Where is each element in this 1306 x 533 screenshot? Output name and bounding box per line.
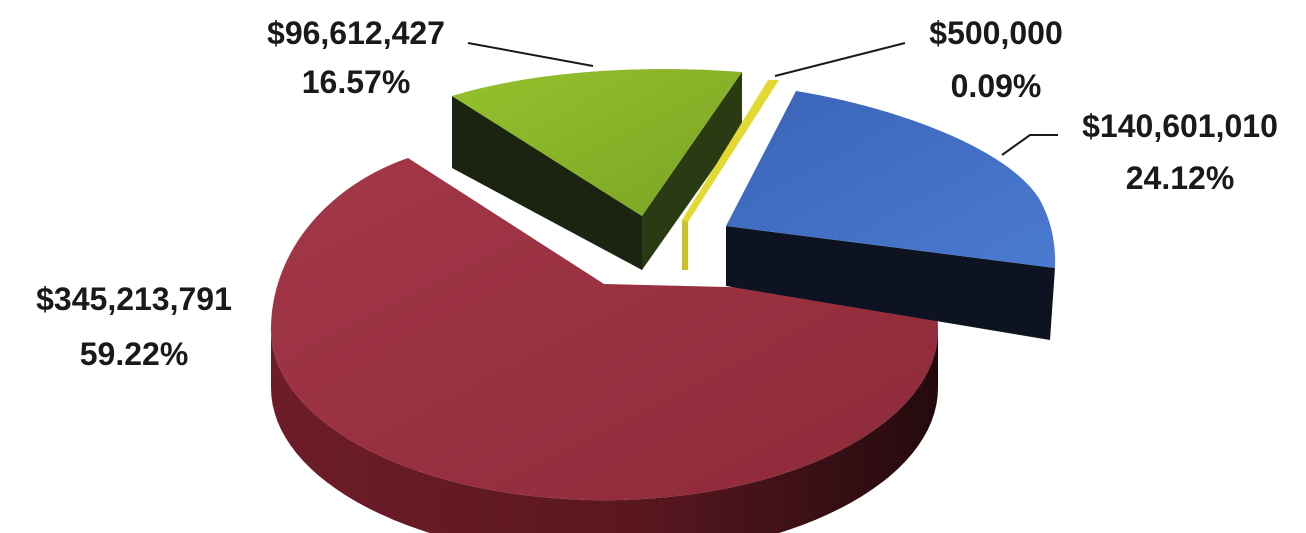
leader-line-slice-3 bbox=[467, 42, 594, 67]
pie-slice-2-side bbox=[271, 330, 938, 533]
slice-4-percent-label: 0.09% bbox=[951, 68, 1042, 104]
slice-2-value-label: $345,213,791 bbox=[36, 281, 232, 317]
leader-line-slice-1 bbox=[1001, 134, 1058, 156]
leader-line-slice-4 bbox=[774, 42, 906, 77]
pie-slice-3-top bbox=[452, 69, 742, 216]
slice-1-value-label: $140,601,010 bbox=[1082, 108, 1278, 144]
pie-slice-3-outer-side bbox=[452, 96, 642, 270]
slice-2-percent-label: 59.22% bbox=[80, 336, 189, 372]
pie-slice-4-top bbox=[682, 80, 779, 222]
pie-slice-1-side bbox=[726, 226, 1055, 340]
pie-slice-4 bbox=[682, 80, 779, 270]
pie-slice-2-top bbox=[271, 158, 938, 501]
pie-slice-2 bbox=[271, 158, 938, 533]
pie-slice-1 bbox=[726, 91, 1056, 340]
slice-3-percent-label: 16.57% bbox=[302, 64, 411, 100]
slice-4-value-label: $500,000 bbox=[929, 15, 1062, 51]
pie-slice-3 bbox=[452, 69, 742, 270]
pie-slice-4-side bbox=[682, 220, 688, 270]
pie-slice-1-top bbox=[726, 91, 1056, 268]
pie-slice-3-cut-side bbox=[642, 72, 742, 270]
slice-3-value-label: $96,612,427 bbox=[267, 15, 445, 51]
slice-1-percent-label: 24.12% bbox=[1126, 160, 1235, 196]
